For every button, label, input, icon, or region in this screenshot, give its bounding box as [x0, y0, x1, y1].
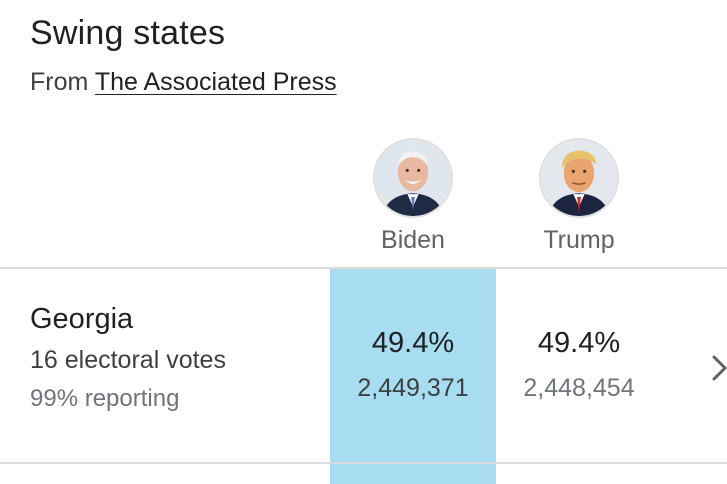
- source-link[interactable]: The Associated Press: [94, 68, 337, 96]
- result-cell-biden: 49.4% 2,449,371: [330, 269, 496, 484]
- reporting-status: 99% reporting: [30, 385, 180, 412]
- header-divider: [0, 267, 727, 269]
- vote-count-trump: 2,448,454: [523, 374, 635, 402]
- candidate-header-biden: Biden: [330, 138, 496, 255]
- electoral-votes: 16 electoral votes: [30, 346, 226, 374]
- state-name: Georgia: [30, 303, 134, 335]
- candidate-name-trump: Trump: [543, 226, 615, 254]
- row-divider: [0, 462, 727, 464]
- candidate-header-trump: Trump: [496, 138, 662, 255]
- source-line: From The Associated Press: [30, 68, 337, 97]
- vote-percent-biden: 49.4%: [371, 327, 455, 359]
- state-info: Georgia 16 electoral votes 99% reporting: [30, 303, 226, 413]
- candidate-name-biden: Biden: [381, 226, 445, 254]
- chevron-right-icon[interactable]: [706, 351, 727, 385]
- vote-count-biden: 2,449,371: [357, 374, 469, 402]
- vote-percent-trump: 49.4%: [537, 327, 621, 359]
- source-prefix: From: [30, 68, 89, 96]
- result-cell-trump: 49.4% 2,448,454: [496, 269, 662, 484]
- card-title: Swing states: [30, 14, 226, 52]
- trump-avatar-icon: [539, 138, 619, 218]
- state-row-georgia[interactable]: Georgia 16 electoral votes 99% reporting…: [0, 269, 727, 484]
- biden-avatar-icon: [373, 138, 453, 218]
